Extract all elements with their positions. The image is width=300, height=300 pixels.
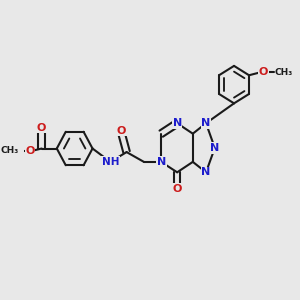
- Text: N: N: [172, 118, 182, 128]
- Text: CH₃: CH₃: [275, 68, 293, 77]
- Text: O: O: [37, 123, 46, 133]
- Text: O: O: [117, 126, 126, 136]
- Text: O: O: [172, 184, 182, 194]
- Text: N: N: [157, 157, 166, 167]
- Text: O: O: [26, 146, 35, 156]
- Text: CH₃: CH₃: [1, 146, 19, 155]
- Text: N: N: [201, 118, 211, 128]
- Text: N: N: [201, 167, 211, 177]
- Text: N: N: [210, 143, 219, 153]
- Text: NH: NH: [102, 157, 119, 167]
- Text: O: O: [259, 67, 268, 77]
